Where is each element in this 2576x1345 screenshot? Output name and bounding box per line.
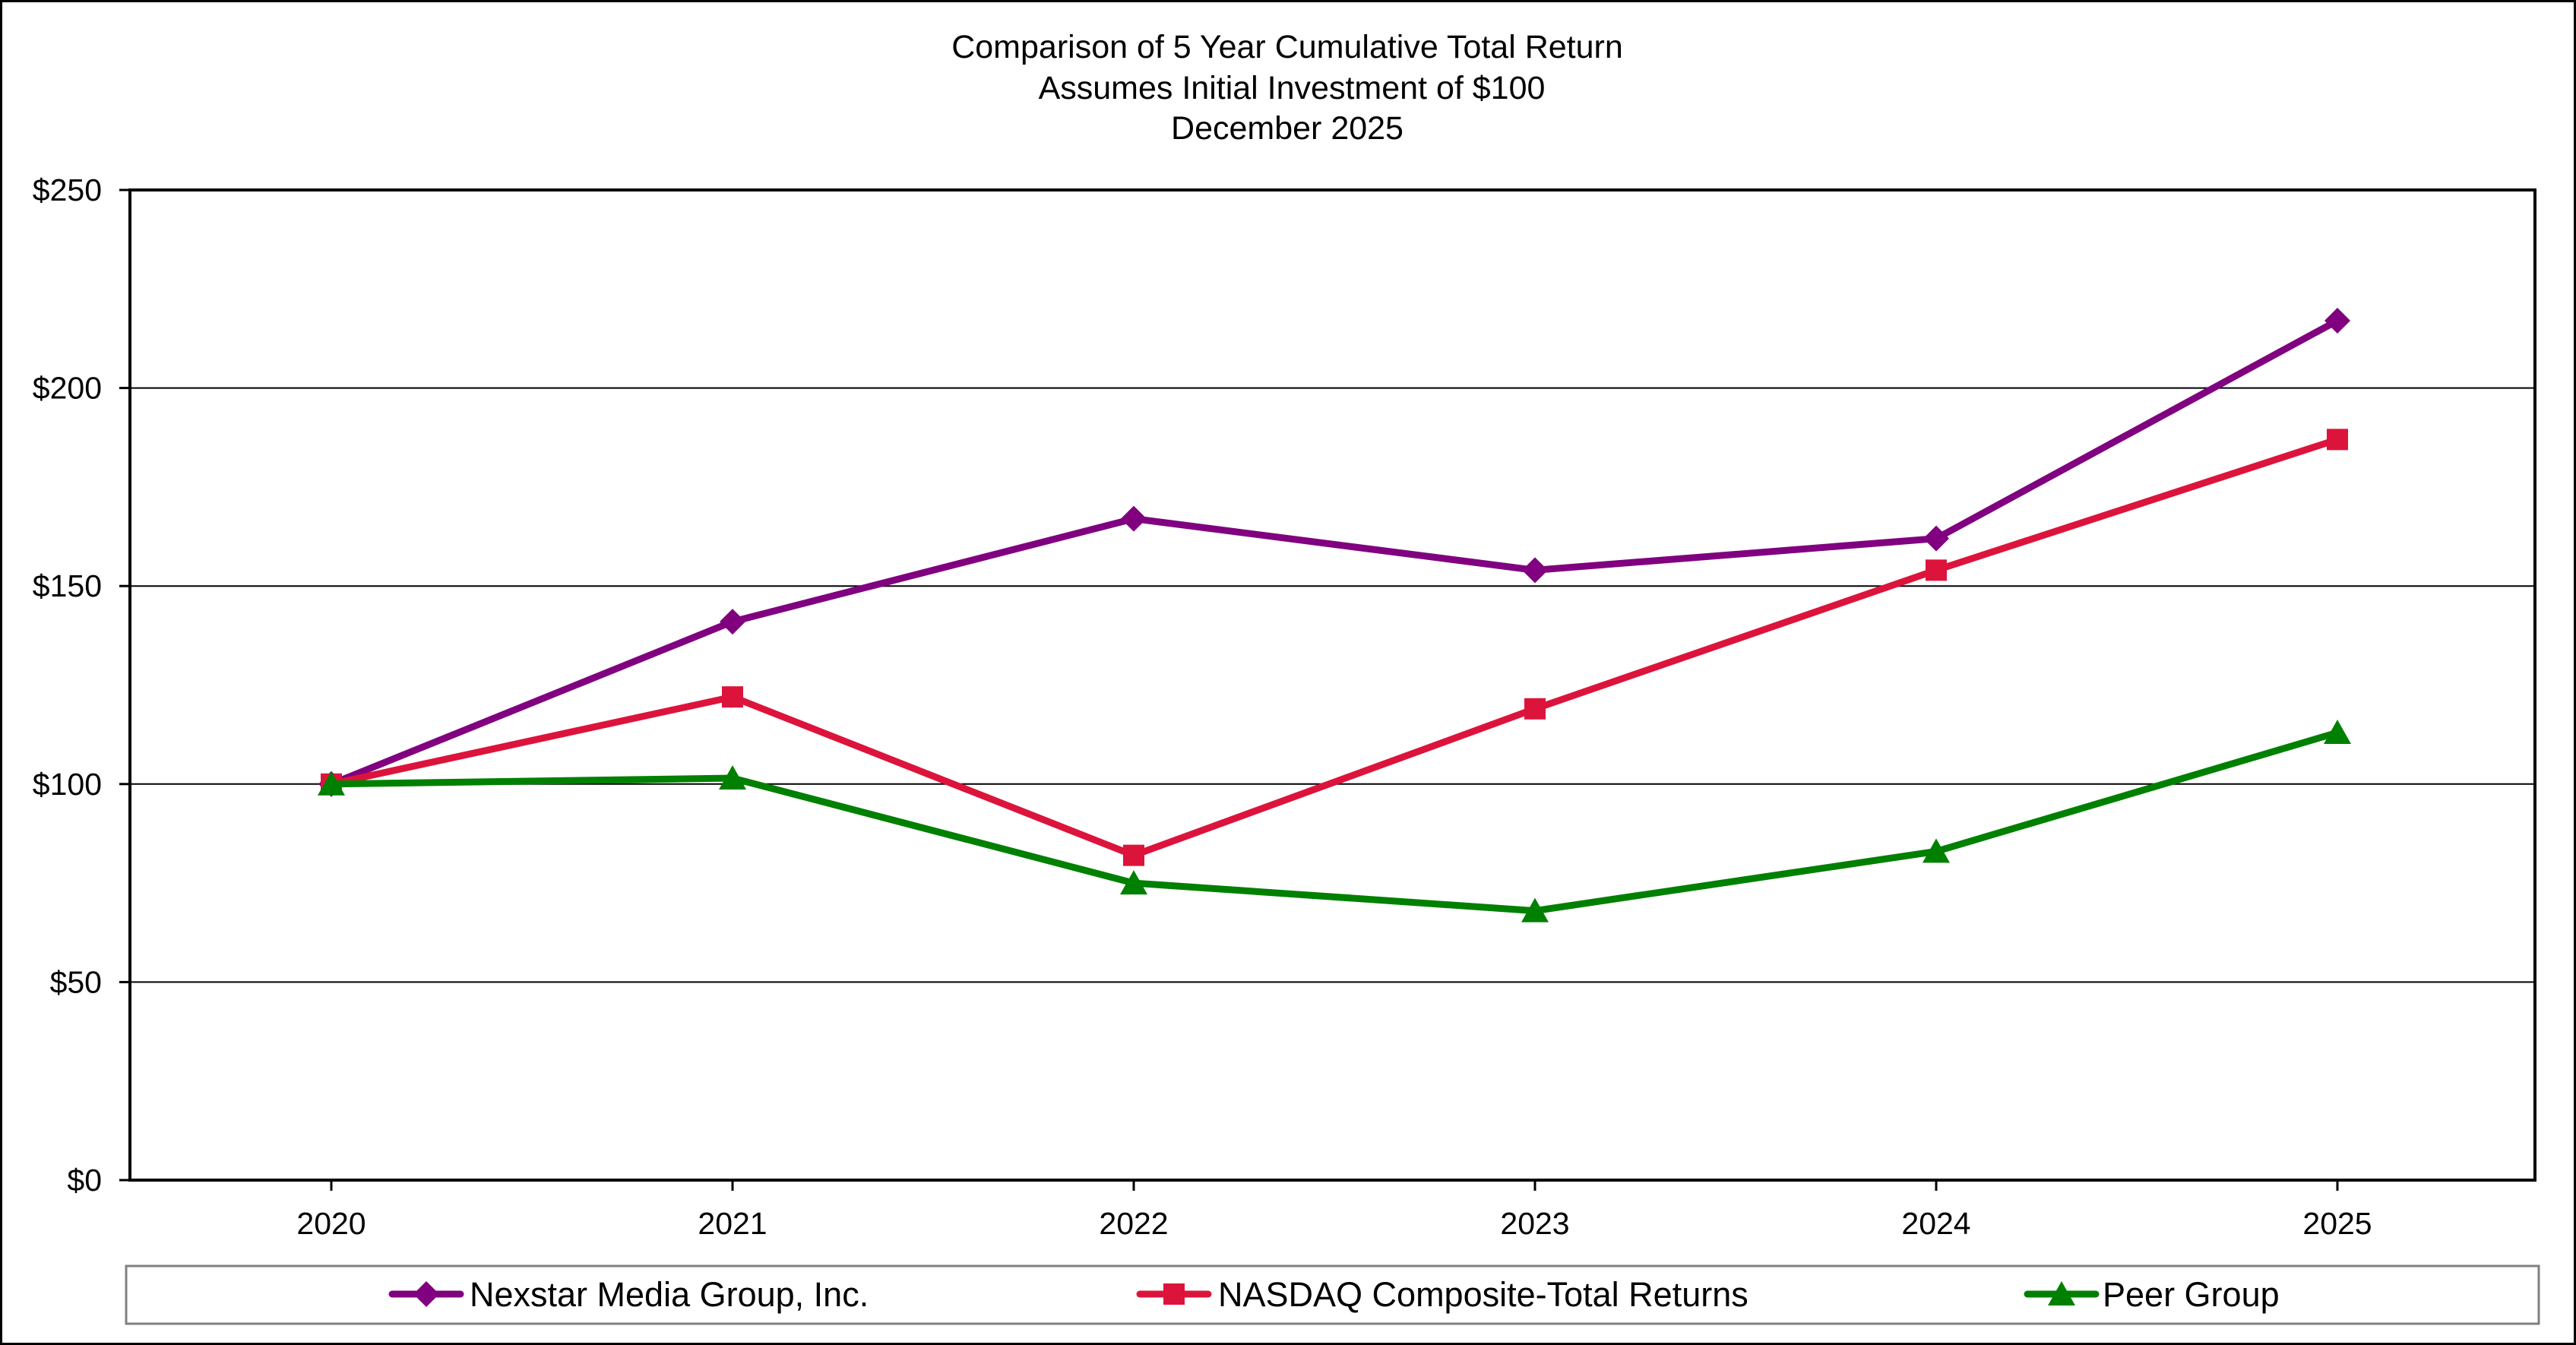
data-point (719, 764, 746, 790)
legend-label: Peer Group (2103, 1275, 2280, 1314)
y-tick-label: $0 (67, 1163, 102, 1198)
legend-box (125, 1264, 2540, 1325)
data-point (722, 686, 743, 708)
legend-item: NASDAQ Composite-Total Returns (1136, 1275, 1748, 1314)
y-tick-label: $100 (33, 767, 102, 802)
series-line (328, 729, 2341, 915)
x-axis: 2020 2021 2022 2023 2024 2025 (296, 1180, 2372, 1241)
series-1 (318, 307, 2350, 797)
chart-title-line-3: December 2025 (1171, 110, 1404, 147)
data-point (1123, 844, 1144, 866)
legend-label: Nexstar Media Group, Inc. (470, 1275, 869, 1314)
data-point (1524, 698, 1546, 720)
series-layer (318, 307, 2351, 923)
y-tick-label: $50 (50, 964, 102, 999)
data-point (318, 771, 345, 796)
series-2 (321, 429, 2348, 866)
x-tick-label: 2020 (296, 1206, 366, 1241)
y-axis: $0 $50 $100 $150 $200 $250 (33, 172, 130, 1198)
data-point (1923, 525, 1949, 552)
legend-item: Nexstar Media Group, Inc. (388, 1275, 869, 1314)
y-tick-label: $250 (33, 172, 102, 207)
data-point (1521, 897, 1549, 923)
series-line (328, 435, 2341, 859)
data-point (720, 609, 745, 635)
data-point (2324, 307, 2350, 334)
chart-title-line-2: Assumes Initial Investment of $100 (1039, 70, 1546, 106)
data-point (1926, 559, 1947, 581)
legend: Nexstar Media Group, Inc. NASDAQ Composit… (388, 1275, 2280, 1314)
data-point (1120, 870, 1147, 895)
x-tick-label: 2025 (2302, 1206, 2372, 1241)
data-point (1522, 557, 1548, 584)
legend-label: NASDAQ Composite-Total Returns (1218, 1275, 1748, 1314)
x-tick-label: 2024 (1901, 1206, 1970, 1241)
y-tick-label: $200 (33, 371, 102, 406)
data-point (1923, 838, 1950, 863)
data-point (2327, 429, 2348, 451)
legend-item: Peer Group (2024, 1275, 2280, 1314)
series-3 (318, 720, 2351, 923)
x-tick-label: 2021 (698, 1206, 767, 1241)
legend-marker (2048, 1281, 2075, 1305)
data-point (1121, 505, 1147, 532)
legend-marker (413, 1281, 439, 1307)
y-tick-label: $150 (33, 568, 102, 603)
legend-marker (1163, 1283, 1185, 1305)
chart-title-line-1: Comparison of 5 Year Cumulative Total Re… (951, 29, 1623, 65)
data-point (2324, 720, 2351, 745)
x-tick-label: 2023 (1500, 1206, 1569, 1241)
series-line (328, 317, 2341, 788)
x-tick-label: 2022 (1099, 1206, 1168, 1241)
plot-area-border (128, 188, 2536, 1182)
